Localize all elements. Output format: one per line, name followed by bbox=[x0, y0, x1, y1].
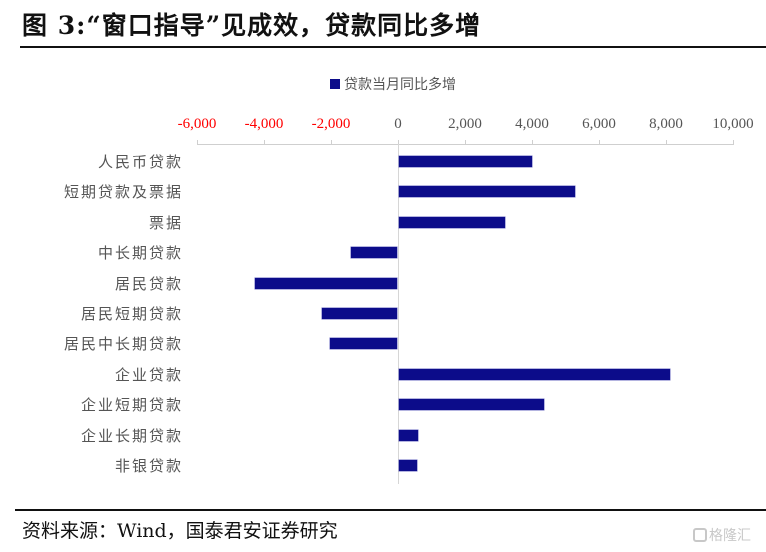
source-note: 资料来源：Wind，国泰君安证券研究 bbox=[22, 520, 338, 542]
x-tick-label: -6,000 bbox=[177, 116, 217, 132]
category-label: 短期贷款及票据 bbox=[63, 183, 183, 202]
category-label: 居民短期贷款 bbox=[80, 305, 183, 323]
x-tick-label: 4,000 bbox=[515, 116, 549, 132]
watermark: 格隆汇 bbox=[693, 525, 751, 545]
x-tick-label: 0 bbox=[394, 116, 402, 132]
bar bbox=[254, 277, 397, 289]
x-tick-label: 2,000 bbox=[448, 116, 482, 132]
chart-legend: 贷款当月同比多增 bbox=[330, 74, 456, 94]
x-tick-label: 8,000 bbox=[649, 116, 683, 132]
bar bbox=[329, 338, 397, 350]
bar bbox=[399, 460, 418, 471]
x-axis-tick bbox=[197, 140, 198, 145]
bar bbox=[399, 216, 506, 228]
x-axis-tick bbox=[666, 140, 667, 145]
x-axis-tick bbox=[733, 140, 734, 145]
x-axis-tick bbox=[398, 140, 399, 145]
x-axis-tick bbox=[599, 140, 600, 145]
x-tick-label: 10,000 bbox=[712, 116, 754, 132]
category-label: 票据 bbox=[148, 213, 183, 232]
bar bbox=[351, 247, 397, 259]
category-label: 企业贷款 bbox=[114, 365, 183, 384]
x-tick-label: -4,000 bbox=[244, 116, 284, 132]
legend-label: 贷款当月同比多增 bbox=[344, 77, 456, 93]
bar bbox=[399, 156, 532, 167]
category-label: 企业长期贷款 bbox=[80, 426, 183, 445]
bar bbox=[321, 308, 397, 319]
category-label: 居民中长期贷款 bbox=[63, 335, 183, 354]
x-tick-label: 6,000 bbox=[582, 116, 616, 132]
bar bbox=[399, 368, 671, 380]
x-axis-tick bbox=[532, 140, 533, 145]
gelonghui-logo-icon bbox=[693, 528, 707, 542]
category-label: 中长期贷款 bbox=[97, 244, 183, 263]
top-divider bbox=[20, 46, 766, 48]
x-tick-label: -2,000 bbox=[311, 116, 351, 132]
x-axis-tick bbox=[264, 140, 265, 145]
category-label: 居民贷款 bbox=[114, 274, 183, 293]
category-label: 企业短期贷款 bbox=[80, 396, 183, 415]
watermark-text: 格隆汇 bbox=[709, 528, 751, 544]
legend-swatch bbox=[330, 79, 340, 89]
category-label: 人民币贷款 bbox=[97, 153, 183, 171]
zero-baseline bbox=[398, 144, 399, 485]
x-axis-tick bbox=[331, 140, 332, 145]
category-label: 非银贷款 bbox=[114, 457, 183, 475]
figure-title: 图 3:“窗口指导”见成效，贷款同比多增 bbox=[22, 11, 482, 40]
x-axis-tick bbox=[465, 140, 466, 145]
bar bbox=[399, 186, 575, 198]
bottom-divider bbox=[15, 509, 766, 511]
bar bbox=[399, 429, 419, 441]
bar bbox=[399, 399, 545, 411]
